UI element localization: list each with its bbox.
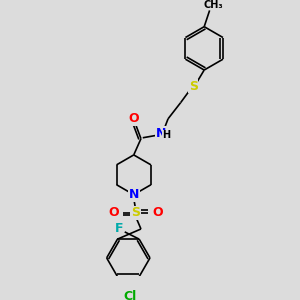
Text: O: O (152, 206, 163, 219)
Text: O: O (128, 112, 139, 125)
Text: N: N (129, 188, 139, 201)
Text: O: O (109, 206, 119, 219)
Text: H: H (162, 130, 170, 140)
Text: S: S (131, 206, 140, 219)
Text: N: N (156, 127, 166, 140)
Text: CH₃: CH₃ (203, 0, 223, 10)
Text: F: F (115, 222, 124, 235)
Text: S: S (189, 80, 198, 93)
Text: Cl: Cl (124, 290, 137, 300)
